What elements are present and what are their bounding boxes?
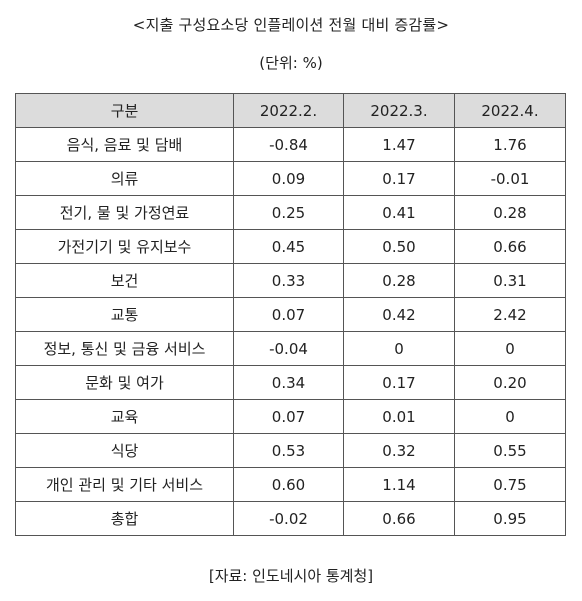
unit-label: (단위: %) [259,54,323,72]
value-cell: 0.95 [454,501,566,536]
category-cell: 보건 [15,263,234,298]
value-cell: 0.66 [454,229,566,264]
value-cell: 0.66 [343,501,455,536]
value-cell: 0.50 [343,229,455,264]
category-cell: 교육 [15,399,234,434]
table-row: 개인 관리 및 기타 서비스 0.60 1.14 0.75 [15,467,566,502]
value-cell: -0.02 [233,501,344,536]
table-row: 의류 0.09 0.17 -0.01 [15,161,566,196]
value-cell: 1.14 [343,467,455,502]
table-row: 보건 0.33 0.28 0.31 [15,263,566,298]
category-cell: 문화 및 여가 [15,365,234,400]
table-row: 음식, 음료 및 담배 -0.84 1.47 1.76 [15,127,566,162]
category-cell: 가전기기 및 유지보수 [15,229,234,264]
value-cell: 2.42 [454,297,566,332]
table-row: 정보, 통신 및 금융 서비스 -0.04 0 0 [15,331,566,366]
category-cell: 식당 [15,433,234,468]
category-cell: 전기, 물 및 가정연료 [15,195,234,230]
value-cell: 0.55 [454,433,566,468]
category-cell: 정보, 통신 및 금융 서비스 [15,331,234,366]
table-row: 가전기기 및 유지보수 0.45 0.50 0.66 [15,229,566,264]
header-row: 구분 2022.2. 2022.3. 2022.4. [15,93,566,128]
value-cell: -0.01 [454,161,566,196]
header-2022-2: 2022.2. [233,93,344,128]
value-cell: 0.34 [233,365,344,400]
value-cell: 0.17 [343,161,455,196]
header-category: 구분 [15,93,234,128]
category-cell: 개인 관리 및 기타 서비스 [15,467,234,502]
value-cell: 1.76 [454,127,566,162]
header-2022-4: 2022.4. [454,93,566,128]
value-cell: 0.41 [343,195,455,230]
value-cell: 0.42 [343,297,455,332]
inflation-table: 구분 2022.2. 2022.3. 2022.4. 음식, 음료 및 담배 -0… [15,93,566,536]
value-cell: -0.04 [233,331,344,366]
value-cell: 1.47 [343,127,455,162]
value-cell: 0 [454,331,566,366]
value-cell: 0.31 [454,263,566,298]
value-cell: 0.07 [233,297,344,332]
category-cell: 총합 [15,501,234,536]
table-row: 총합 -0.02 0.66 0.95 [15,501,566,536]
header-2022-3: 2022.3. [343,93,455,128]
value-cell: 0.17 [343,365,455,400]
table-row: 교통 0.07 0.42 2.42 [15,297,566,332]
value-cell: 0.25 [233,195,344,230]
category-cell: 의류 [15,161,234,196]
value-cell: 0.01 [343,399,455,434]
table-row: 문화 및 여가 0.34 0.17 0.20 [15,365,566,400]
value-cell: 0.53 [233,433,344,468]
value-cell: 0.33 [233,263,344,298]
value-cell: 0.07 [233,399,344,434]
value-cell: 0.09 [233,161,344,196]
value-cell: 0.28 [454,195,566,230]
value-cell: 0.60 [233,467,344,502]
table-row: 교육 0.07 0.01 0 [15,399,566,434]
table-body: 음식, 음료 및 담배 -0.84 1.47 1.76 의류 0.09 0.17 -0.01 전… [15,127,566,536]
value-cell: 0 [454,399,566,434]
value-cell: 0 [343,331,455,366]
value-cell: 0.75 [454,467,566,502]
category-cell: 교통 [15,297,234,332]
value-cell: -0.84 [233,127,344,162]
table-row: 식당 0.53 0.32 0.55 [15,433,566,468]
value-cell: 0.20 [454,365,566,400]
table-title: <지출 구성요소당 인플레이션 전월 대비 증감률> [132,16,450,34]
value-cell: 0.28 [343,263,455,298]
source-note: [자료: 인도네시아 통계청] [208,567,374,585]
value-cell: 0.32 [343,433,455,468]
category-cell: 음식, 음료 및 담배 [15,127,234,162]
table-row: 전기, 물 및 가정연료 0.25 0.41 0.28 [15,195,566,230]
value-cell: 0.45 [233,229,344,264]
